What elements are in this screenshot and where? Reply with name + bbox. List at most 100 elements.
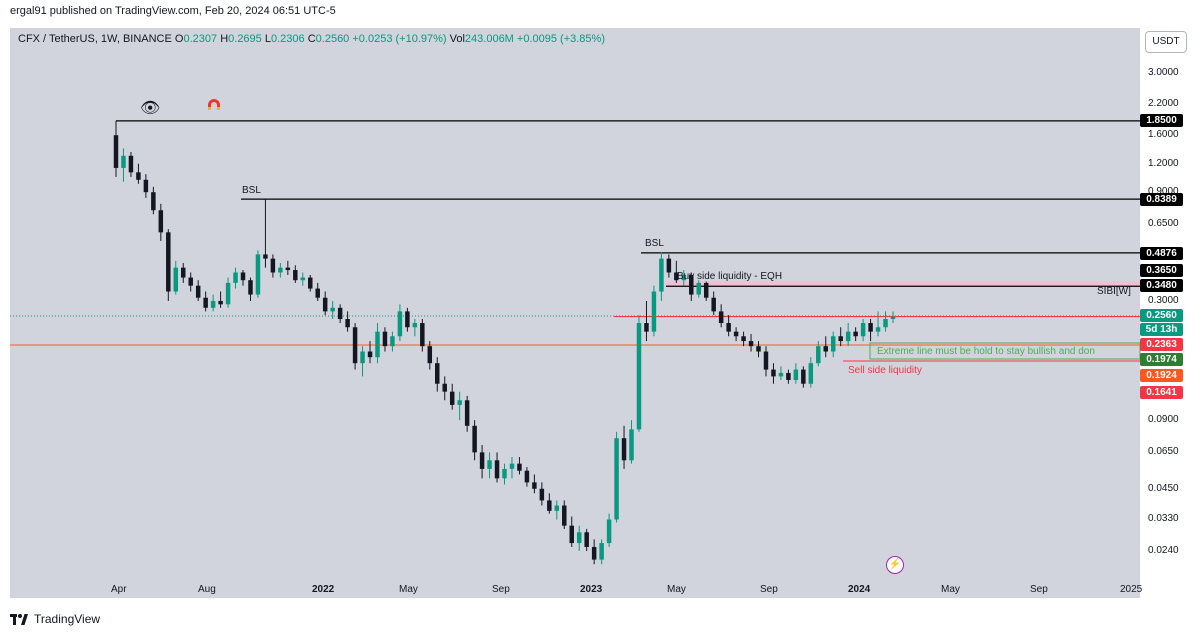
- price-tag: 1.8500: [1140, 114, 1183, 127]
- candle-body: [479, 452, 485, 469]
- extreme-line-label: Extreme line must be hold to stay bullis…: [877, 346, 1095, 357]
- y-tick-label: 0.3000: [1148, 294, 1179, 306]
- candle-body: [756, 346, 761, 352]
- y-tick-label: 0.0330: [1148, 513, 1179, 525]
- candle-body: [853, 331, 858, 337]
- candle-body: [763, 351, 769, 370]
- candle-body: [748, 341, 754, 347]
- candle-body: [517, 463, 522, 471]
- candle-body: [472, 425, 477, 453]
- candle-body: [166, 232, 171, 292]
- candle-body: [816, 346, 821, 364]
- candle-body: [367, 351, 373, 358]
- candle-body: [659, 258, 664, 292]
- candle-body: [375, 331, 380, 358]
- eqh-label: Buy side liquidity - EQH: [677, 271, 783, 282]
- close-label: C: [307, 33, 316, 45]
- candle-body: [576, 532, 582, 544]
- candle-body: [308, 277, 313, 289]
- candle-body: [210, 300, 216, 308]
- candle-body: [360, 351, 365, 364]
- candle-body: [382, 331, 388, 347]
- candle-body: [726, 323, 731, 332]
- price-tag: 0.1924: [1140, 369, 1183, 382]
- y-tick-label: 3.0000: [1148, 67, 1179, 78]
- candle-body: [845, 331, 851, 342]
- sibi-label: SIBI[W]: [1097, 286, 1131, 297]
- candle-body: [681, 274, 687, 281]
- candle-body: [427, 346, 433, 364]
- candle-body: [143, 179, 149, 193]
- candle-body: [442, 383, 447, 392]
- candle-body: [487, 460, 492, 469]
- candle-body: [838, 336, 843, 342]
- candle-body: [173, 267, 179, 292]
- candle-body: [322, 297, 328, 312]
- low-value: 0.2306: [270, 33, 305, 45]
- magnet-icon[interactable]: [204, 93, 224, 118]
- candle-body: [330, 307, 335, 312]
- candle-body: [569, 525, 574, 544]
- candle-body: [435, 363, 440, 384]
- x-tick-label: May: [667, 584, 686, 595]
- candle-body: [644, 323, 649, 332]
- volume-label: Vol: [449, 33, 465, 45]
- x-tick-label: Sep: [760, 584, 778, 595]
- x-tick-label: 2025: [1120, 584, 1143, 595]
- candle-body: [524, 470, 530, 483]
- candle-body: [225, 282, 231, 305]
- bsl-label-2: BSL: [645, 238, 664, 249]
- tradingview-footer[interactable]: TradingView: [10, 612, 100, 626]
- price-tag: 0.3650: [1140, 264, 1183, 277]
- candle-body: [532, 482, 537, 489]
- candle-body: [606, 519, 612, 544]
- eye-icon[interactable]: 👁: [140, 100, 161, 117]
- open-label: O: [174, 33, 184, 45]
- candle-body: [188, 277, 193, 286]
- y-tick-label: 0.9000: [1148, 186, 1179, 198]
- candle-body: [689, 274, 694, 295]
- candle-body: [300, 277, 306, 281]
- candle-body: [539, 488, 545, 501]
- candle-body: [195, 285, 201, 298]
- candle-body: [875, 327, 881, 332]
- symbol-label[interactable]: CFX / TetherUS, 1W, BINANCE: [18, 33, 172, 45]
- close-value: 0.2560: [315, 33, 350, 45]
- candle-body: [599, 543, 604, 560]
- candle-body: [674, 272, 679, 281]
- candle-body: [352, 327, 358, 364]
- y-tick-label: 0.0450: [1148, 482, 1179, 494]
- candle-body: [636, 323, 642, 430]
- candle-body: [457, 400, 462, 405]
- y-tick-label: 0.0900: [1148, 414, 1179, 426]
- candle-body: [233, 272, 238, 283]
- x-tick-label: 2023: [580, 584, 603, 595]
- candle-body: [136, 172, 141, 180]
- chart-pane[interactable]: [10, 28, 1140, 598]
- currency-button[interactable]: USDT: [1145, 31, 1187, 53]
- candle-body: [158, 210, 164, 233]
- price-tag: 0.1641: [1140, 386, 1183, 399]
- price-tag: 0.1974: [1140, 353, 1183, 366]
- price-tag: 0.4876: [1140, 247, 1183, 260]
- candle-body: [696, 282, 701, 295]
- candle-body: [278, 267, 283, 273]
- change-value: +0.0253 (+10.97%): [352, 33, 447, 45]
- candle-body: [270, 258, 276, 273]
- extreme-box: [869, 342, 1141, 360]
- x-tick-label: Sep: [492, 584, 510, 595]
- x-tick-label: Apr: [111, 584, 127, 595]
- bsl-label-1: BSL: [242, 185, 261, 196]
- x-tick-label: Sep: [1030, 584, 1048, 595]
- candle-body: [218, 300, 223, 305]
- price-tag: 0.8389: [1140, 193, 1183, 206]
- candle-body: [248, 280, 253, 295]
- volume-value: 243.006M: [464, 33, 514, 45]
- price-tag: 0.3480: [1140, 279, 1183, 292]
- lightning-icon[interactable]: ⚡: [886, 556, 904, 574]
- candle-body: [128, 155, 134, 173]
- candle-body: [337, 307, 343, 320]
- candle-body: [718, 311, 724, 324]
- candle-body: [180, 267, 186, 278]
- candle-body: [420, 323, 425, 347]
